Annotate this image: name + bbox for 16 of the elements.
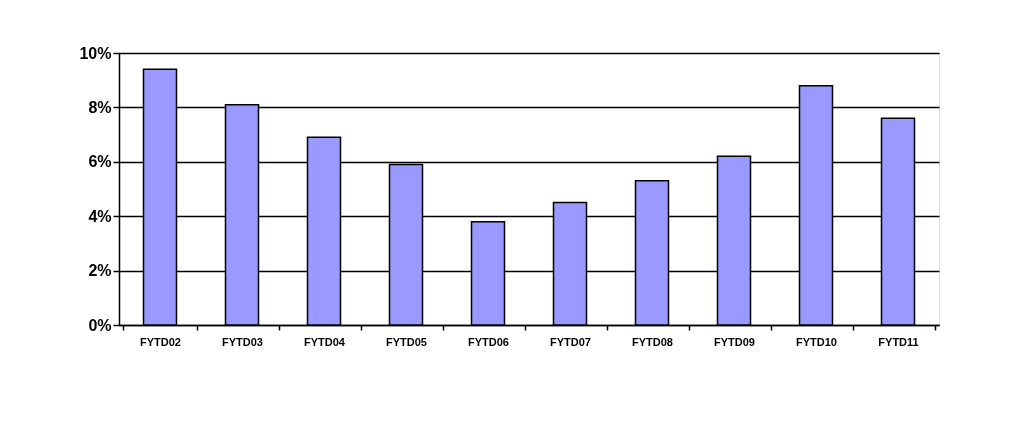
y-tick-label: 8% [88, 98, 112, 116]
x-tick-label: FYTD02 [140, 335, 181, 348]
x-tick-label: FYTD10 [796, 335, 837, 348]
x-tick-label: FYTD03 [222, 335, 263, 348]
x-tick-label: FYTD04 [304, 335, 346, 348]
y-tick-label: 2% [88, 262, 112, 280]
x-tick-label: FYTD05 [386, 335, 427, 348]
x-tick-label: FYTD07 [550, 335, 591, 348]
x-tick-label: FYTD08 [632, 335, 673, 348]
x-tick-label: FYTD09 [714, 335, 755, 348]
y-tick-label: 10% [79, 44, 112, 62]
y-tick-label: 6% [88, 153, 112, 171]
x-tick-label: FYTD11 [878, 335, 919, 348]
x-tick-label: FYTD06 [468, 335, 509, 348]
y-tick-label: 0% [88, 316, 112, 334]
y-tick-label: 4% [88, 207, 112, 225]
